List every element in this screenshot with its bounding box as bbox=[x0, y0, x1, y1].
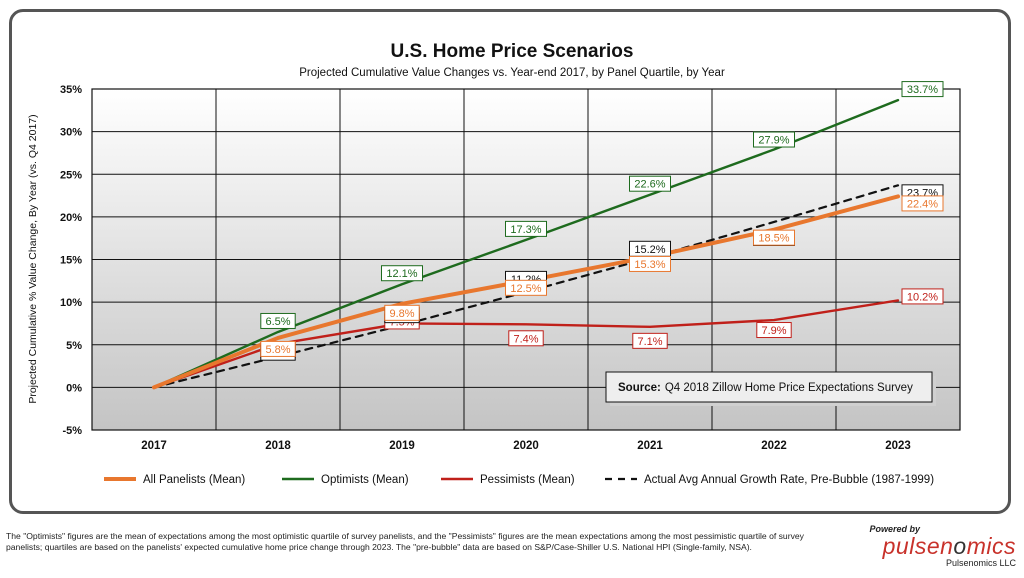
source-text: Source: Q4 2018 Zillow Home Price Expecta… bbox=[618, 382, 913, 394]
y-tick-label: 35% bbox=[60, 84, 82, 96]
x-tick-label: 2017 bbox=[141, 440, 167, 452]
series-legend-act-label: Actual Avg Annual Growth Rate, Pre-Bubbl… bbox=[644, 474, 934, 486]
y-axis-label: Projected Cumulative % Value Change, By … bbox=[27, 114, 39, 403]
data-label-box bbox=[753, 131, 795, 148]
chart-title: U.S. Home Price Scenarios bbox=[391, 41, 634, 62]
data-label-box bbox=[260, 312, 296, 329]
data-label: 15.2% bbox=[634, 244, 665, 256]
chart-svg: U.S. Home Price Scenarios Projected Cumu… bbox=[27, 41, 961, 486]
data-label-box bbox=[629, 175, 671, 192]
x-tick-label: 2022 bbox=[761, 440, 787, 452]
data-label: 12.1% bbox=[386, 268, 417, 280]
source-box bbox=[605, 371, 933, 403]
data-label-box bbox=[381, 265, 423, 282]
footnote: The "Optimists" figures are the mean of … bbox=[6, 531, 804, 552]
data-label: 7.4% bbox=[513, 333, 538, 345]
data-label-box bbox=[901, 81, 944, 98]
powered-by-logo: Powered by pulsenomics Pulsenomics LLC bbox=[838, 524, 1016, 568]
y-tick-label: 15% bbox=[60, 255, 82, 267]
y-tick-label: 20% bbox=[60, 212, 82, 224]
data-label: 10.2% bbox=[907, 291, 938, 303]
source-value: Q4 2018 Zillow Home Price Expectations S… bbox=[665, 382, 913, 394]
data-label: 7.1% bbox=[637, 336, 662, 348]
data-label-box bbox=[260, 340, 296, 357]
data-label-box bbox=[901, 288, 944, 305]
powered-by-text: Powered by bbox=[869, 524, 920, 534]
data-label: 33.7% bbox=[907, 84, 938, 96]
logo-part-d: mics bbox=[966, 533, 1016, 559]
chart-subtitle: Projected Cumulative Value Changes vs. Y… bbox=[299, 67, 725, 79]
data-label: 12.5% bbox=[510, 283, 541, 295]
data-label-box bbox=[505, 220, 547, 237]
data-label: 22.4% bbox=[907, 198, 938, 210]
logo-part-c: o bbox=[953, 533, 967, 559]
data-label: 22.6% bbox=[634, 179, 665, 191]
data-label: 17.3% bbox=[510, 224, 541, 236]
data-label-box bbox=[508, 330, 544, 347]
x-tick-label: 2018 bbox=[265, 440, 291, 452]
data-label-box bbox=[632, 332, 668, 349]
x-tick-label: 2020 bbox=[513, 440, 539, 452]
data-label-box bbox=[505, 279, 547, 296]
series-legend-all-label: All Panelists (Mean) bbox=[143, 474, 245, 486]
data-label-box bbox=[629, 255, 671, 272]
data-label-box bbox=[384, 304, 420, 321]
x-tick-label: 2023 bbox=[885, 440, 911, 452]
y-tick-label: -5% bbox=[62, 425, 82, 437]
x-tick-label: 2021 bbox=[637, 440, 663, 452]
logo-part-a: pulse bbox=[882, 533, 941, 559]
pulsenomics-logo: pulsenomics bbox=[838, 534, 1016, 558]
data-label: 7.9% bbox=[761, 325, 786, 337]
series-legend-opt-label: Optimists (Mean) bbox=[321, 474, 409, 486]
data-label: 15.3% bbox=[634, 259, 665, 271]
data-label-box bbox=[753, 229, 795, 246]
data-label-box bbox=[901, 195, 944, 212]
y-tick-label: 10% bbox=[60, 297, 82, 309]
y-tick-label: 25% bbox=[60, 169, 82, 181]
logo-part-b: n bbox=[940, 533, 954, 559]
company-name: Pulsenomics LLC bbox=[945, 558, 1016, 568]
y-tick-label: 5% bbox=[66, 340, 82, 352]
source-label: Source: bbox=[618, 382, 661, 394]
data-label: 27.9% bbox=[758, 135, 789, 147]
y-tick-label: 0% bbox=[66, 382, 82, 394]
series-line-1 bbox=[152, 98, 900, 389]
data-label: 18.5% bbox=[758, 233, 789, 245]
y-tick-label: 30% bbox=[60, 127, 82, 139]
x-tick-label: 2019 bbox=[389, 440, 415, 452]
plot-border bbox=[91, 88, 961, 431]
data-label: 9.8% bbox=[389, 308, 414, 320]
data-label-box bbox=[756, 322, 792, 339]
data-label: 6.5% bbox=[265, 316, 290, 328]
data-label: 5.8% bbox=[265, 344, 290, 356]
series-legend-pes-label: Pessimists (Mean) bbox=[480, 474, 575, 486]
